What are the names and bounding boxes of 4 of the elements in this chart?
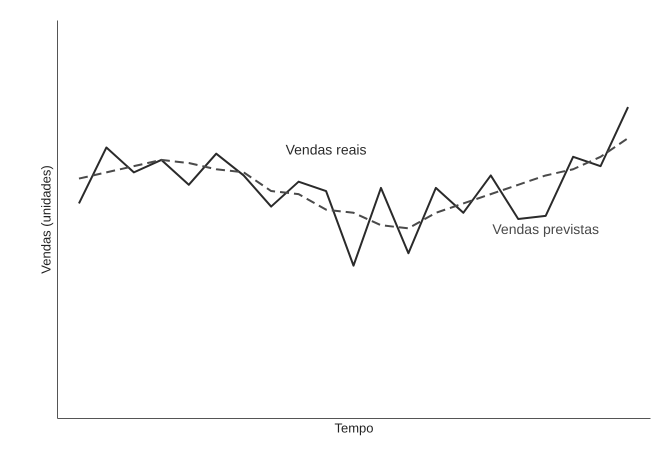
series-label: Vendas reais <box>286 142 367 158</box>
y-axis-title: Vendas (unidades) <box>38 165 54 274</box>
x-axis-title: Tempo <box>334 420 374 436</box>
series-label: Vendas previstas <box>492 220 599 237</box>
